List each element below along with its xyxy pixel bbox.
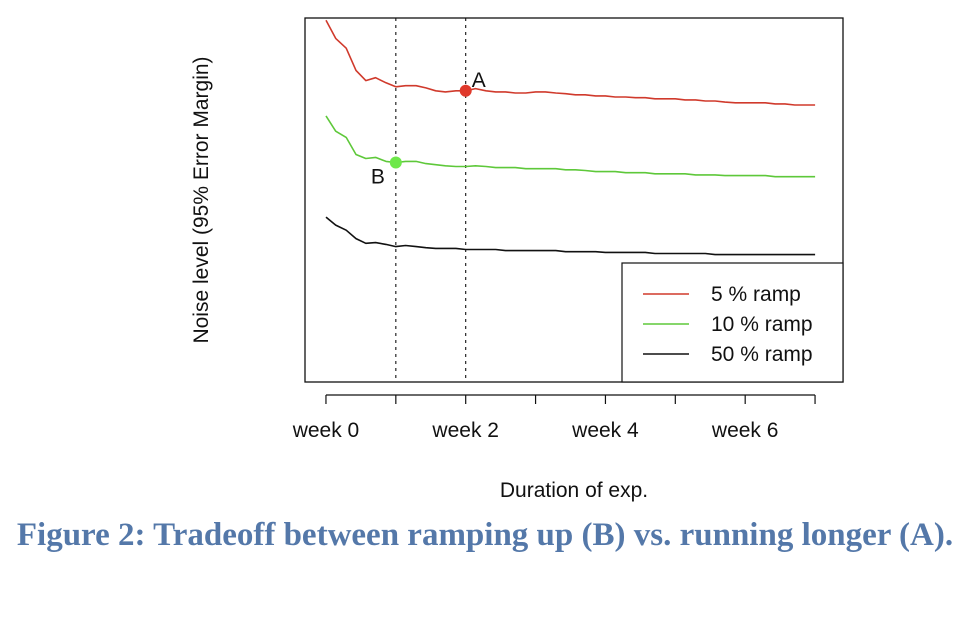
series-line-5-ramp: [325, 19, 816, 106]
point-a: [459, 84, 472, 97]
series-line-50-ramp: [325, 216, 816, 256]
legend-label-50-ramp: 50 % ramp: [711, 343, 813, 366]
highlight-points: AB: [371, 69, 486, 189]
reference-lines: [395, 18, 467, 382]
legend-label-10-ramp: 10 % ramp: [711, 313, 813, 336]
x-tick-label: week 0: [292, 419, 360, 442]
x-axis-label: Duration of exp.: [500, 479, 648, 502]
x-axis: week 0 week 2 week 4 week 6: [292, 394, 816, 442]
legend-frame: [621, 262, 844, 383]
series-line-10-ramp: [325, 115, 816, 178]
series-lines: [325, 19, 816, 256]
plot-area-frame: [304, 17, 844, 383]
point-b: [389, 156, 402, 169]
point-label-b: B: [371, 166, 385, 189]
y-axis-label: Noise level (95% Error Margin): [190, 56, 213, 343]
point-label-a: A: [472, 69, 486, 92]
line-chart: AB week 0 week 2 week 4 week 6 Duration of …: [190, 17, 844, 502]
legend: 5 % ramp 10 % ramp 50 % ramp: [621, 262, 844, 383]
x-tick-label: week 4: [571, 419, 639, 442]
x-tick-label: week 2: [431, 419, 499, 442]
legend-label-5-ramp: 5 % ramp: [711, 283, 801, 306]
figure-caption: Figure 2: Tradeoff between ramping up (B…: [16, 517, 954, 553]
x-tick-label: week 6: [711, 419, 779, 442]
